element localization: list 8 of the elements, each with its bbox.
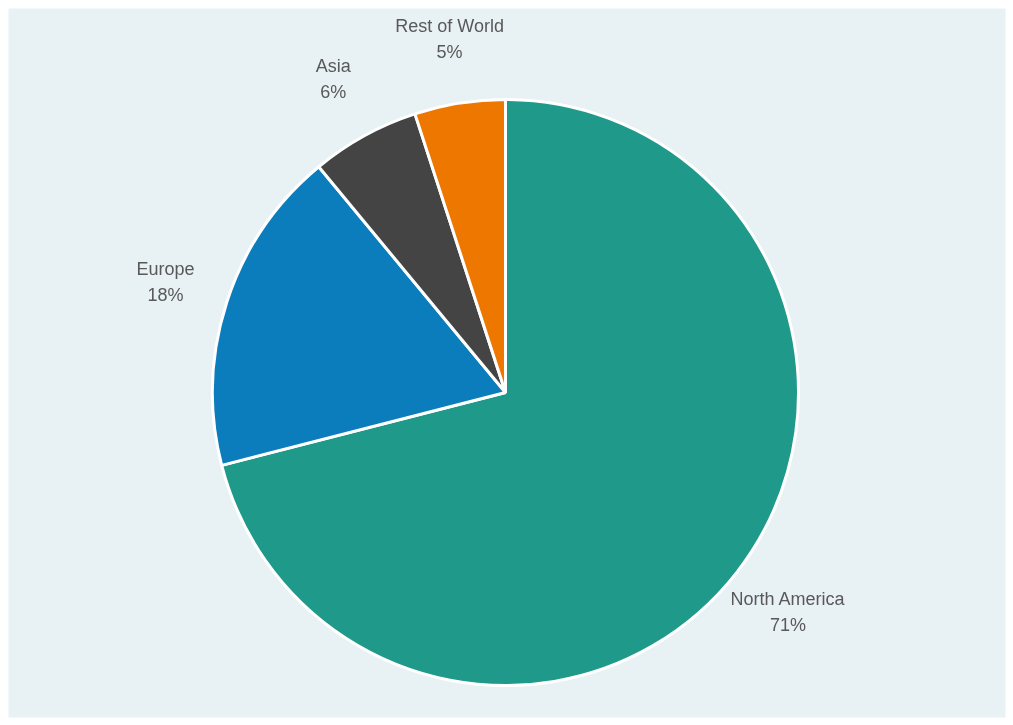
data-label: 71% <box>769 614 806 635</box>
slice-label: Asia <box>315 56 352 77</box>
slice-label: Rest of World <box>395 16 504 37</box>
data-label: 5% <box>436 42 463 63</box>
data-label: 18% <box>147 285 184 306</box>
slice-label: North America <box>730 588 846 609</box>
slice-label: Europe <box>136 259 195 280</box>
data-label: 6% <box>320 82 347 103</box>
